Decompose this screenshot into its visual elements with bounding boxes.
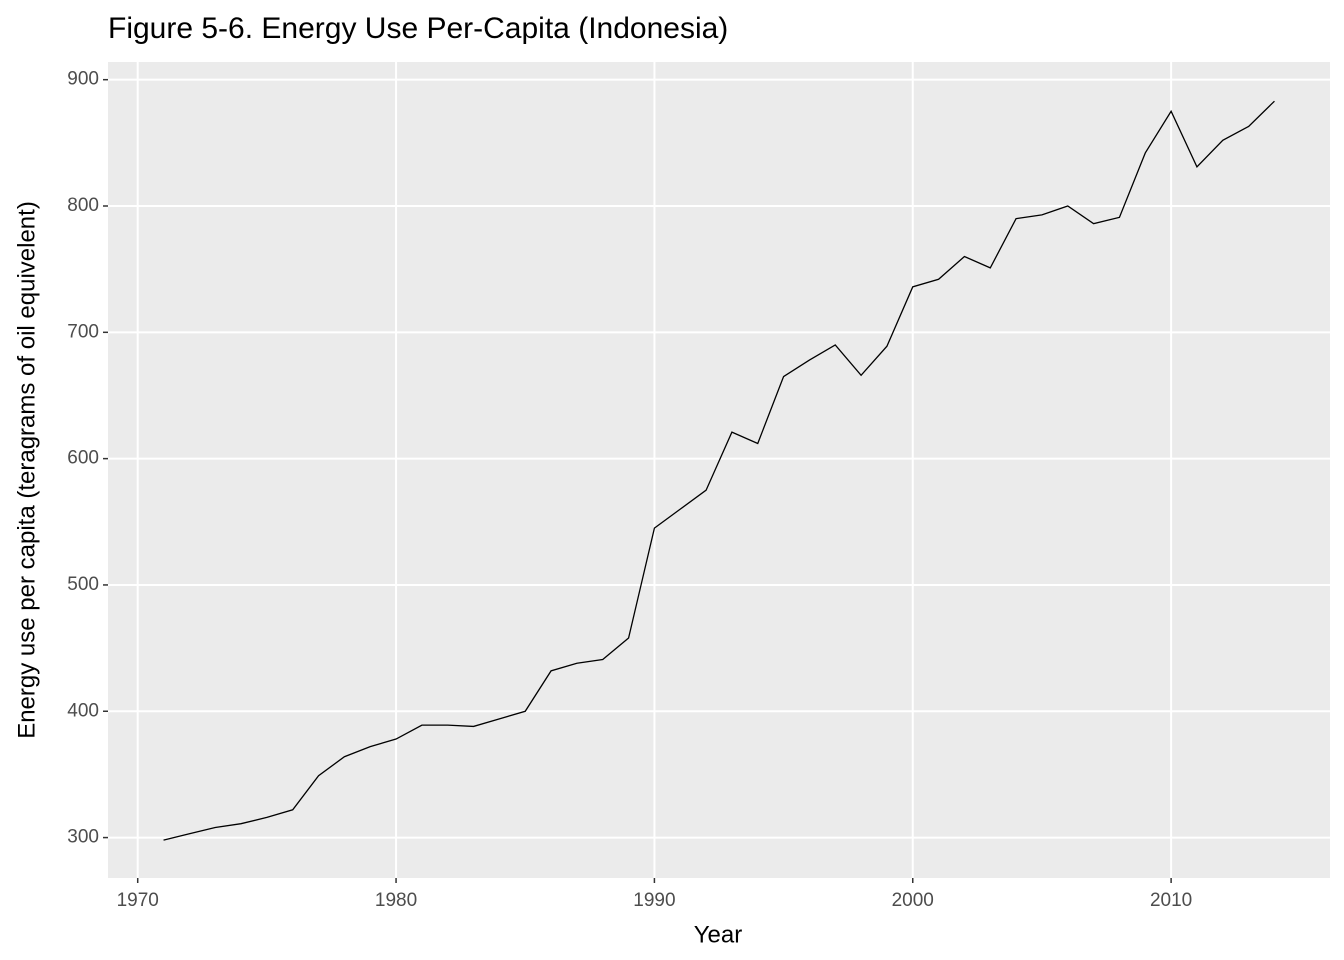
x-tick-label: 2000: [892, 890, 934, 911]
y-tick-label: 900: [67, 69, 99, 90]
x-tick-label: 1980: [375, 890, 417, 911]
y-tick-label: 800: [67, 195, 99, 216]
y-tick-label: 600: [67, 448, 99, 469]
x-axis-label: Year: [694, 921, 743, 948]
x-tick-label: 1990: [633, 890, 675, 911]
y-tick-label: 300: [67, 827, 99, 848]
panel: [108, 62, 1330, 878]
y-axis-label: Energy use per capita (teragrams of oil …: [13, 201, 40, 739]
x-tick-label: 2010: [1150, 890, 1192, 911]
data-line: [163, 100, 1275, 841]
y-tick-label: 500: [67, 574, 99, 595]
chart-title: Figure 5-6. Energy Use Per-Capita (Indon…: [108, 12, 728, 45]
y-tick-label: 700: [67, 321, 99, 342]
y-tick-label: 400: [67, 700, 99, 721]
x-tick-label: 1970: [117, 890, 159, 911]
